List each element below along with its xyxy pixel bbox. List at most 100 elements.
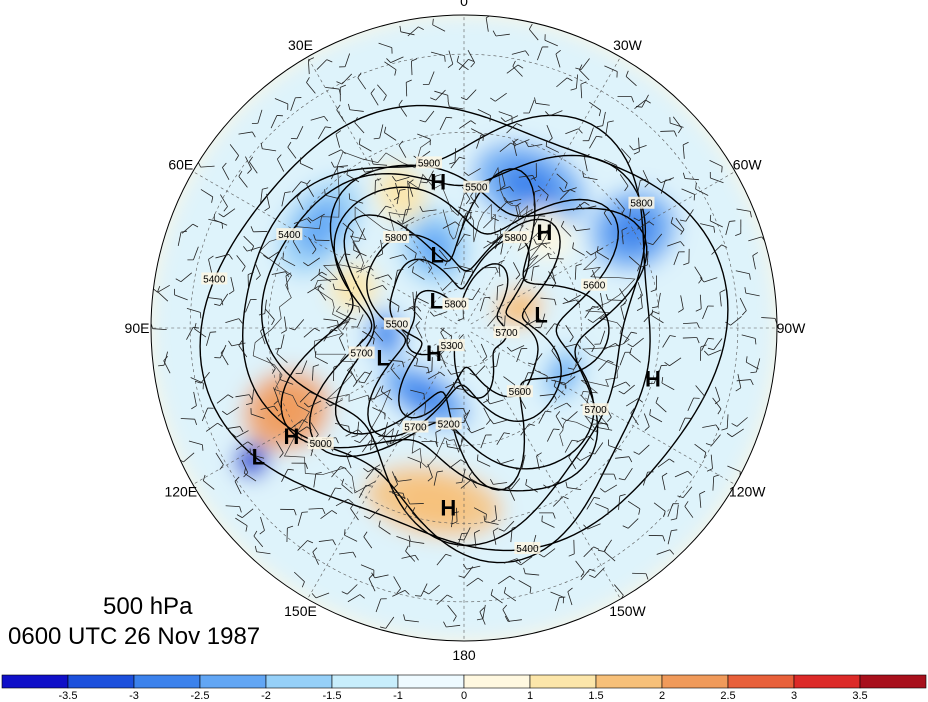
wind-barb	[553, 402, 572, 410]
wind-barb	[553, 380, 566, 396]
wind-barb	[450, 428, 463, 443]
wind-barb	[510, 526, 519, 543]
wind-barb	[328, 487, 342, 501]
wind-barb	[561, 411, 578, 422]
wind-barb	[534, 97, 550, 106]
coastline	[313, 305, 465, 468]
wind-barb	[358, 370, 373, 384]
wind-barb	[491, 505, 498, 523]
wind-barb	[587, 313, 605, 323]
wind-barb	[277, 399, 283, 417]
wind-barb	[310, 271, 327, 282]
wind-barb	[418, 400, 427, 417]
colorbar-swatch	[595, 674, 663, 689]
wind-barb	[291, 181, 307, 193]
wind-barb	[330, 161, 348, 168]
wind-barb	[200, 189, 214, 203]
high-pressure-mark: H	[537, 220, 553, 245]
wind-barb	[390, 363, 401, 380]
wind-barb	[341, 478, 353, 494]
wind-barb	[451, 511, 459, 528]
wind-barb	[417, 133, 431, 146]
wind-barb	[648, 535, 666, 542]
longitude-label: 30W	[613, 37, 643, 53]
wind-barb	[235, 441, 253, 450]
wind-barb	[410, 58, 418, 76]
wind-barb	[443, 621, 461, 628]
wind-barb	[352, 241, 361, 259]
wind-barb	[529, 243, 548, 251]
wind-barb	[702, 424, 720, 431]
contour-label: 5400	[278, 230, 301, 241]
wind-barb	[235, 517, 248, 532]
wind-barb	[451, 507, 458, 525]
contour-label: 5500	[465, 183, 488, 194]
wind-barb	[700, 223, 716, 233]
wind-barb	[458, 265, 473, 276]
wind-barb	[515, 202, 521, 221]
wind-barb	[575, 58, 590, 71]
anomaly-core	[241, 450, 262, 471]
wind-barb	[430, 89, 446, 101]
wind-barb	[660, 130, 677, 137]
wind-barb	[427, 371, 446, 380]
wind-barb	[567, 587, 573, 606]
wind-barb	[703, 349, 722, 356]
wind-barb	[243, 467, 257, 482]
wind-barb	[565, 325, 574, 343]
wind-barb	[490, 589, 503, 604]
wind-barb	[163, 355, 171, 374]
wind-barb	[398, 140, 407, 158]
colorbar-swatch	[727, 674, 795, 689]
wind-barb	[187, 246, 199, 261]
wind-barb	[339, 551, 357, 558]
wind-barb	[307, 285, 325, 294]
contour-label-bg	[201, 272, 228, 285]
high-pressure-mark: H	[284, 424, 300, 449]
wind-barb	[407, 456, 421, 469]
contour-label-bg	[493, 326, 520, 339]
colorbar-swatch	[67, 674, 135, 689]
wind-barb	[586, 247, 604, 256]
wind-barb	[430, 51, 446, 62]
wind-barb	[290, 97, 302, 112]
wind-barb	[287, 141, 297, 159]
wind-barb	[401, 554, 419, 561]
wind-barb	[450, 156, 466, 169]
wind-barb	[583, 523, 601, 530]
wind-barb	[258, 299, 267, 316]
wind-barb	[238, 340, 248, 358]
wind-barb	[637, 281, 643, 300]
wind-barb	[191, 391, 197, 410]
wind-barb	[564, 439, 578, 453]
wind-barb	[218, 208, 236, 218]
wind-barb	[735, 270, 751, 280]
wind-barb	[589, 567, 605, 578]
wind-barb	[687, 397, 700, 411]
longitude-label: 90W	[777, 320, 807, 336]
wind-barb	[504, 615, 522, 622]
wind-barb	[313, 471, 322, 488]
wind-barb	[348, 193, 364, 204]
wind-barb	[712, 474, 720, 491]
wind-barb	[222, 162, 230, 181]
wind-barb	[188, 440, 204, 451]
wind-barb	[226, 426, 244, 432]
wind-barb	[546, 428, 560, 442]
wind-barb	[415, 583, 428, 597]
high-pressure-mark: H	[440, 495, 456, 520]
wind-barb	[460, 479, 478, 489]
wind-barb	[483, 217, 499, 229]
wind-barb	[407, 258, 425, 269]
wind-barb	[355, 371, 371, 384]
wind-barb	[295, 360, 308, 374]
wind-barb	[347, 594, 365, 603]
anomaly-core	[386, 177, 416, 210]
longitude-label: 120E	[164, 484, 197, 500]
wind-barb	[706, 454, 713, 472]
title-level: 500 hPa	[103, 593, 193, 620]
colorbar-swatch	[1, 674, 69, 689]
wind-barb	[216, 394, 234, 404]
wind-barb	[523, 308, 530, 326]
wind-barb	[563, 343, 582, 350]
